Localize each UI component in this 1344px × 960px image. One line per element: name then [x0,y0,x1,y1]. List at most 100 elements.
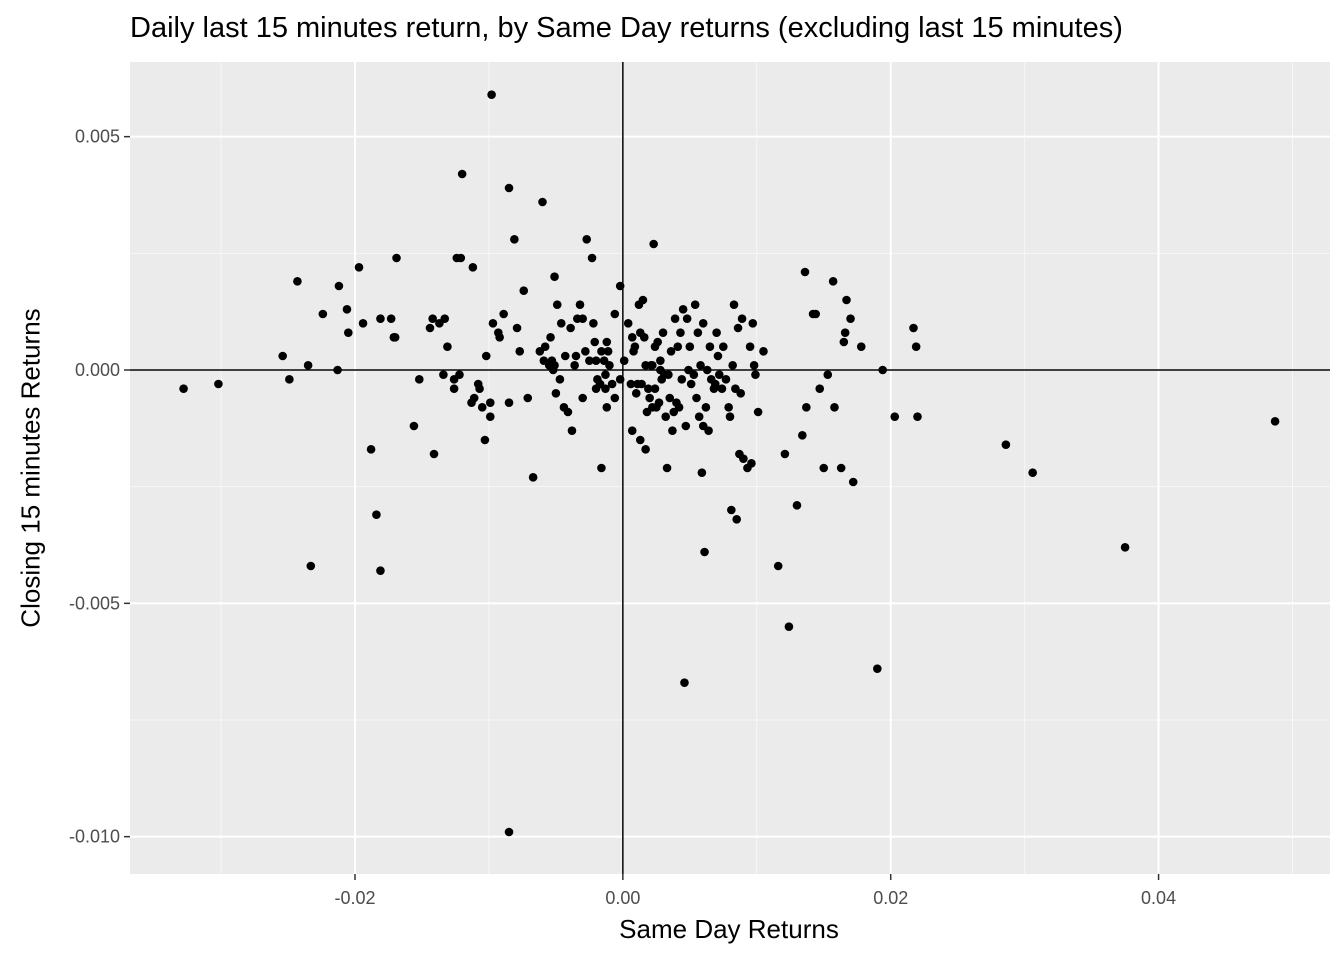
data-point [390,333,400,342]
data-point [179,384,188,393]
data-point [306,561,316,571]
data-point [358,319,368,328]
data-point [686,379,696,389]
data-point [414,375,424,384]
data-point [610,309,620,319]
data-point [724,403,733,412]
data-point [753,407,763,417]
data-point [638,295,648,305]
data-point [653,337,662,347]
data-point [913,412,922,421]
data-point [456,253,466,263]
data-point [878,365,887,375]
data-point [727,505,736,515]
data-point [571,351,581,361]
data-point [650,384,660,393]
data-point [685,342,695,351]
data-point [702,365,712,375]
data-point [602,403,612,412]
data-point [712,328,721,337]
data-point [477,403,487,412]
data-point [710,379,720,389]
data-point [475,384,484,393]
data-point [578,393,587,403]
data-point [678,305,688,314]
data-point [354,263,364,272]
x-tick-label: 0.00 [605,888,640,908]
data-point [811,309,821,319]
data-point [589,319,598,328]
data-point [682,314,692,323]
data-point [469,393,479,403]
data-point [630,342,640,351]
data-point [704,426,713,435]
data-point [654,398,664,407]
data-point [815,384,825,393]
chart-title: Daily last 15 minutes return, by Same Da… [130,12,1123,44]
data-point [700,547,709,557]
data-point [648,361,657,370]
data-point [670,314,680,323]
data-point [698,319,708,328]
data-point [736,389,746,398]
data-point [658,328,668,337]
data-point [334,281,344,291]
data-point [733,323,743,333]
data-point [515,347,525,356]
data-point [890,412,900,421]
x-axis-label: Same Day Returns [619,914,839,944]
data-point [366,445,376,454]
data-point [748,319,758,328]
data-point [694,412,704,421]
data-point [603,347,613,356]
data-point [386,314,396,323]
data-point [784,622,794,631]
data-point [696,361,705,370]
data-point [519,286,529,295]
data-point [1120,543,1130,552]
data-point [510,235,519,244]
data-point [480,435,490,445]
data-point [819,463,829,473]
data-point [333,365,342,375]
data-point [1001,440,1011,449]
data-point [728,361,737,370]
data-point [676,328,685,337]
data-point [644,384,653,393]
data-point [449,384,459,393]
data-point [641,445,650,454]
data-point [721,375,731,384]
data-point [428,314,437,323]
data-point [693,328,703,337]
data-point [615,281,625,291]
y-tick-label: -0.005 [69,593,120,613]
data-point [481,351,491,361]
data-point [739,454,748,463]
data-point [495,333,504,342]
data-point [649,239,658,249]
data-point [566,323,575,333]
data-point [523,393,533,403]
data-point [792,501,802,510]
data-point [342,305,352,314]
data-point [689,370,699,379]
data-point [725,412,735,421]
data-point [839,337,849,347]
data-point [714,370,724,379]
x-tick-label: -0.02 [334,888,375,908]
plot-panel [130,62,1330,874]
data-point [637,379,646,389]
y-tick-label: 0.000 [75,360,120,380]
data-point [747,459,756,468]
data-point [780,449,790,459]
data-point [719,342,728,351]
data-point [674,403,684,412]
data-point [1028,468,1037,477]
data-point [468,263,478,272]
data-point [705,342,715,351]
data-point [550,361,559,370]
data-point [627,333,637,342]
data-point [737,314,747,323]
data-point [836,463,846,473]
